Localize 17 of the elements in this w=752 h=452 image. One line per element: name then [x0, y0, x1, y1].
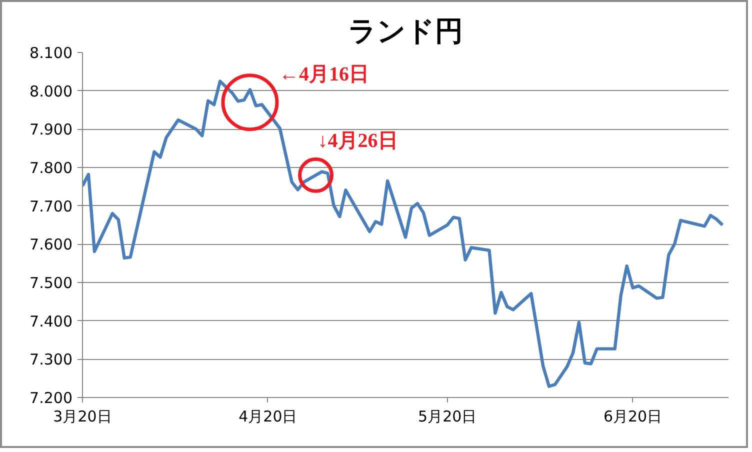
annotation: ↓4月26日	[318, 130, 398, 152]
y-tick-label: 7.600	[30, 236, 73, 254]
chart-title: ランド円	[348, 14, 463, 48]
annotation: ←4月16日	[278, 63, 369, 86]
x-tick-label: 4月20日	[238, 408, 298, 426]
y-tick-label: 7.200	[30, 389, 73, 407]
y-tick-label: 8.000	[30, 82, 73, 100]
y-tick-label: 7.500	[30, 274, 73, 292]
y-tick-label: 7.800	[30, 159, 73, 177]
y-tick-label: 8.100	[30, 44, 73, 62]
y-tick-label: 7.700	[30, 197, 73, 216]
x-tick-label: 3月20日	[53, 408, 112, 426]
y-tick-label: 7.400	[30, 312, 73, 330]
x-tick-label: 6月20日	[603, 408, 662, 426]
x-tick-label: 5月20日	[418, 408, 477, 426]
y-tick-label: 7.300	[30, 350, 73, 369]
y-tick-label: 7.900	[30, 120, 73, 139]
